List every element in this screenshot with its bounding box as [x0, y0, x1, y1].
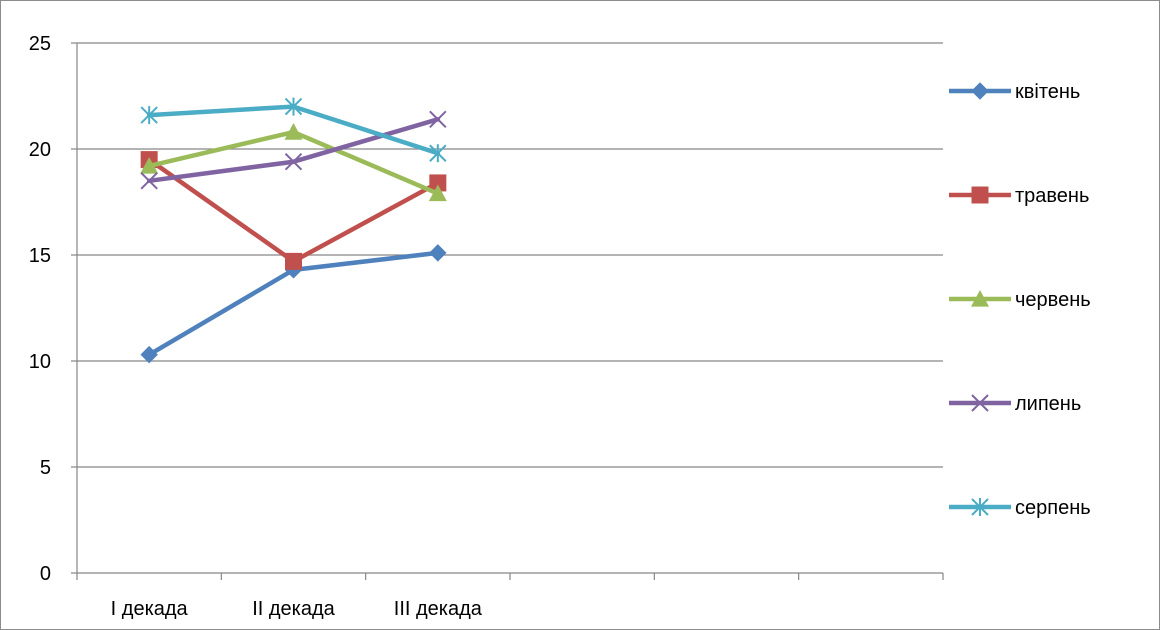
y-tick-label: 25: [29, 33, 51, 55]
legend-entry: червень: [949, 289, 1091, 311]
legend-entry: травень: [949, 185, 1089, 207]
triangle-marker: [428, 184, 447, 202]
data-point: [429, 110, 447, 129]
y-tick-label: 0: [40, 563, 51, 585]
data-point: [140, 172, 158, 190]
legend-marker: [971, 82, 989, 100]
y-tick-label: 20: [29, 139, 51, 161]
data-point: [140, 156, 159, 174]
data-point: [428, 184, 447, 202]
legend-label: липень: [1015, 393, 1081, 415]
data-point: [284, 123, 303, 140]
data-point: [140, 345, 158, 364]
legend-marker: [971, 186, 989, 204]
y-tick-label: 10: [29, 351, 51, 373]
series-lines: [140, 97, 447, 364]
x-tick-label: III декада: [394, 598, 483, 620]
data-point: [140, 106, 158, 125]
legend-entry: серпень: [949, 497, 1091, 519]
data-point: [429, 174, 447, 192]
x-marker-stroke: [971, 394, 989, 412]
square-marker: [429, 174, 447, 192]
x-tick-label: I декада: [111, 598, 189, 620]
series-3: [140, 123, 447, 202]
data-point: [284, 97, 303, 116]
triangle-marker: [140, 156, 159, 174]
legend-entry: липень: [949, 393, 1081, 415]
data-point: [429, 144, 447, 163]
data-point: [429, 244, 447, 262]
legend: квітень травень червень липень серпень: [949, 81, 1091, 519]
axes: 0 5 10 15 20 25 I декада II декада III декада: [29, 33, 944, 620]
x-marker-stroke: [284, 153, 303, 171]
gridlines: [77, 42, 943, 468]
square-marker: [971, 186, 989, 204]
y-tick-label: 15: [29, 245, 51, 267]
square-marker: [285, 252, 302, 270]
diamond-marker: [971, 82, 989, 100]
y-tick-label: 5: [40, 457, 51, 479]
legend-entry: квітень: [949, 81, 1080, 103]
x-marker-stroke: [429, 110, 447, 129]
x-marker-stroke: [140, 172, 158, 190]
legend-label: серпень: [1015, 497, 1091, 519]
series-5: [140, 97, 447, 163]
legend-label: червень: [1015, 289, 1091, 311]
series-2: [140, 151, 447, 270]
triangle-marker: [284, 123, 303, 140]
legend-marker: [971, 290, 989, 307]
series-4: [140, 110, 447, 190]
legend-marker: [971, 498, 989, 516]
legend-label: травень: [1015, 185, 1089, 207]
diamond-marker: [429, 244, 447, 262]
data-point: [285, 252, 302, 270]
triangle-marker: [971, 290, 989, 307]
legend-marker: [971, 394, 989, 412]
legend-label: квітень: [1015, 81, 1080, 103]
x-tick-label: II декада: [252, 598, 335, 620]
data-point: [284, 153, 303, 171]
diamond-marker: [140, 345, 158, 364]
